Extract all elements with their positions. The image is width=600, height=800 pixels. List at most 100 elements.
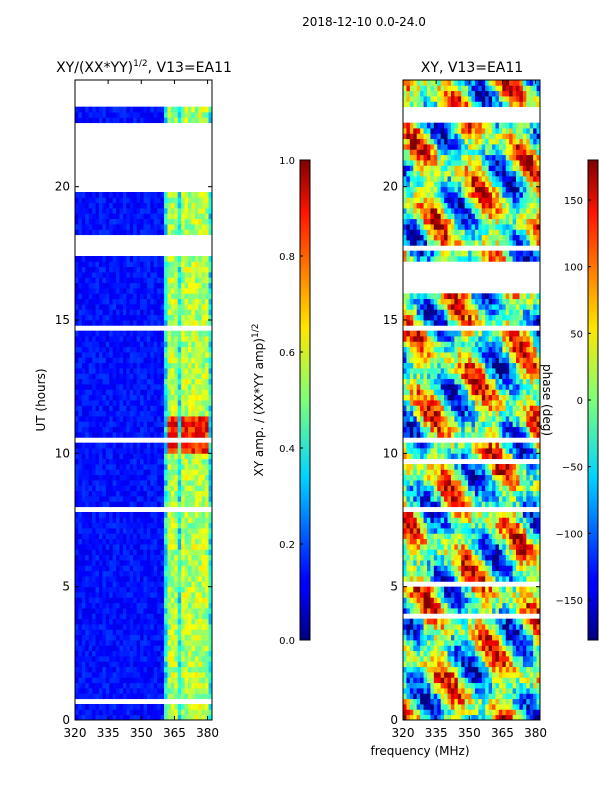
left-heat-cell <box>122 442 127 449</box>
right-heat-cell <box>403 560 407 566</box>
right-heat-cell <box>430 624 435 630</box>
left-heat-cell <box>133 197 138 204</box>
left-heat-cell <box>105 533 110 540</box>
right-heat-cell <box>526 709 531 716</box>
right-heat-cell <box>416 565 421 572</box>
left-heat-cell <box>95 480 100 486</box>
left-heat-cell <box>170 197 175 204</box>
left-heat-cell <box>75 384 79 390</box>
right-heat-cell <box>519 661 524 668</box>
left-ytick-label: 15 <box>55 313 70 327</box>
left-heat-cell <box>177 224 182 230</box>
left-heat-cell <box>205 565 209 572</box>
left-heat-cell <box>88 469 93 476</box>
left-heat-cell <box>170 650 175 657</box>
left-heat-cell <box>98 592 103 598</box>
left-heat-cell <box>146 672 151 678</box>
left-heat-cell <box>194 544 199 550</box>
right-heat-cell <box>498 576 503 582</box>
left-heat-cell <box>150 218 155 225</box>
left-heat-cell <box>122 629 127 636</box>
left-heat-cell <box>81 709 86 716</box>
left-heat-cell <box>184 624 189 630</box>
right-heat-cell <box>505 586 510 593</box>
left-heat-cell <box>184 522 189 529</box>
left-heat-cell <box>133 293 138 300</box>
left-heat-cell <box>105 464 110 470</box>
left-heat-cell <box>133 384 138 390</box>
right-heat-cell <box>420 693 424 700</box>
left-heat-cell <box>105 469 110 476</box>
left-heat-cell <box>133 208 138 214</box>
left-heat-cell <box>116 688 120 694</box>
left-heat-cell <box>140 378 144 385</box>
right-heat-cell <box>433 661 438 668</box>
left-heat-cell <box>109 677 114 684</box>
left-heat-cell <box>116 288 120 294</box>
left-heat-cell <box>143 421 148 428</box>
left-heat-cell <box>198 533 203 540</box>
right-heat-cell <box>454 608 459 614</box>
right-heat-cell <box>492 650 496 657</box>
left-heat-cell <box>85 714 90 720</box>
right-heat-cell <box>468 597 472 604</box>
left-heat-cell <box>150 554 155 561</box>
left-heat-cell <box>150 565 155 572</box>
left-heat-cell <box>146 224 151 230</box>
left-heat-cell <box>167 549 172 556</box>
left-heat-cell <box>205 560 209 566</box>
left-heat-cell <box>105 208 110 214</box>
left-heat-cell <box>167 474 172 481</box>
right-heat-cell <box>474 656 479 662</box>
left-heat-cell <box>205 453 209 460</box>
left-heat-cell <box>81 581 86 588</box>
left-heat-cell <box>122 634 127 641</box>
left-heat-cell <box>194 512 199 518</box>
left-heat-cell <box>98 570 103 577</box>
left-heat-cell <box>85 389 90 396</box>
left-heat-cell <box>116 309 120 316</box>
left-heat-cell <box>126 613 131 620</box>
left-heat-cell <box>170 656 175 662</box>
left-heat-cell <box>88 618 93 625</box>
right-heat-cell <box>437 624 442 630</box>
left-heat-cell <box>184 448 189 454</box>
left-heat-cell <box>153 645 158 652</box>
left-heat-cell <box>140 373 144 380</box>
left-heat-cell <box>153 256 158 262</box>
left-heat-cell <box>95 709 100 716</box>
right-heat-cell <box>526 634 531 641</box>
left-heat-cell <box>150 426 155 433</box>
left-heat-cell <box>153 213 158 220</box>
right-heat-cell <box>457 714 462 720</box>
left-heat-cell <box>201 106 206 113</box>
left-heat-cell <box>194 202 199 209</box>
right-heat-cell <box>522 592 527 598</box>
left-heat-cell <box>129 634 134 641</box>
left-heat-cell <box>177 266 182 273</box>
left-heat-cell <box>88 378 93 385</box>
left-heat-cell <box>98 202 103 209</box>
right-heat-cell <box>485 650 490 657</box>
left-heat-cell <box>174 592 179 598</box>
left-heat-cell <box>191 586 196 593</box>
left-heat-cell <box>88 288 93 294</box>
right-heat-cell <box>403 661 407 668</box>
left-heat-cell <box>85 432 90 438</box>
left-heat-cell <box>167 624 172 630</box>
left-heat-cell <box>129 496 134 502</box>
left-heat-cell <box>164 197 168 204</box>
right-heat-cell <box>433 672 438 678</box>
left-heat-cell <box>184 282 189 289</box>
right-heat-cell <box>423 650 428 657</box>
right-heat-cell <box>416 634 421 641</box>
left-heat-cell <box>95 357 100 364</box>
left-heat-cell <box>157 677 162 684</box>
right-heat-cell <box>440 666 445 673</box>
left-heat-cell <box>208 618 212 625</box>
left-heat-cell <box>81 229 86 236</box>
right-heat-cell <box>498 677 503 684</box>
left-heat-cell <box>92 704 96 710</box>
right-heat-cell <box>403 618 407 625</box>
right-heat-cell <box>464 645 469 652</box>
